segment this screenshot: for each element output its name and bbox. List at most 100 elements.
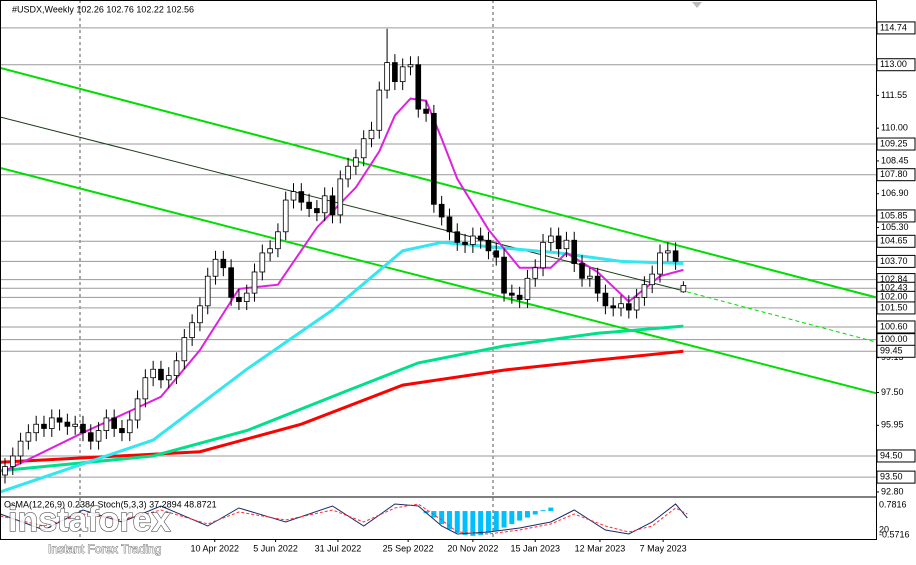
level-label-box xyxy=(876,21,916,35)
level-label-box xyxy=(876,254,916,268)
y-tick-label: 92.80 xyxy=(881,486,904,496)
level-label: 113.00 xyxy=(880,59,907,69)
candle-body xyxy=(368,129,375,140)
osma-bar xyxy=(478,511,484,535)
candle-body xyxy=(236,296,242,302)
candle-body xyxy=(602,292,609,307)
level-label: 107.80 xyxy=(880,169,908,179)
candle-body xyxy=(41,423,47,429)
candle-body xyxy=(267,248,273,254)
candle-body xyxy=(251,271,258,294)
overlay-line xyxy=(0,240,684,494)
level-label: 100.00 xyxy=(880,334,908,344)
candle-body xyxy=(625,303,632,311)
candle-body xyxy=(657,252,663,275)
candle-body xyxy=(220,258,227,269)
candle-body xyxy=(501,256,507,294)
x-tick-label: 12 Mar 2023 xyxy=(575,543,626,553)
candle-body xyxy=(189,322,195,338)
osma-bar xyxy=(439,511,445,525)
candle-body xyxy=(25,432,32,442)
subpanel-axis-label: -0.5716 xyxy=(879,529,910,539)
candle-body xyxy=(204,275,211,307)
candle-body xyxy=(438,203,445,218)
candle-body xyxy=(17,440,24,457)
candle-body xyxy=(290,191,297,201)
level-label-box xyxy=(876,344,916,358)
candle-body xyxy=(80,423,86,434)
candle-body xyxy=(282,199,289,233)
candle-body xyxy=(618,303,624,309)
level-label: 93.50 xyxy=(880,471,903,481)
osma-bar xyxy=(485,511,491,533)
candle-body xyxy=(470,235,476,245)
y-tick-label: 110.00 xyxy=(881,123,908,133)
level-label-box xyxy=(876,320,916,334)
candle-body xyxy=(509,292,515,296)
osma-bar xyxy=(532,511,538,515)
level-label: 105.85 xyxy=(880,210,908,220)
y-tick-label: 105.30 xyxy=(881,222,909,232)
candle-body xyxy=(672,250,679,262)
x-tick-label: 25 Sep 2022 xyxy=(383,543,434,553)
candle-body xyxy=(134,398,141,421)
level-label: 102.43 xyxy=(880,283,908,293)
candle-body xyxy=(173,360,180,377)
candle-body xyxy=(33,423,39,434)
candle-body xyxy=(314,208,320,214)
osma-bar xyxy=(493,511,499,531)
overlay-line xyxy=(0,166,877,395)
candle-body xyxy=(48,417,55,429)
stoch-main xyxy=(0,503,688,535)
candle-body xyxy=(524,277,531,300)
candle-body xyxy=(454,231,461,243)
candle-body xyxy=(587,275,593,279)
x-tick-label: 20 Nov 2022 xyxy=(447,543,498,553)
plot-frame xyxy=(0,0,877,540)
candle-body xyxy=(165,375,172,381)
candle-body xyxy=(610,305,617,309)
watermark-tagline: Instant Forex Trading xyxy=(48,542,161,556)
osma-bar xyxy=(462,511,468,535)
candle-body xyxy=(119,428,125,434)
osma-bar xyxy=(524,511,530,518)
shift-marker xyxy=(692,2,702,8)
level-label-box xyxy=(876,168,916,182)
candle-body xyxy=(579,263,585,279)
candle-body xyxy=(399,66,406,83)
x-tick-label: 15 Jan 2023 xyxy=(510,543,560,553)
candle-body xyxy=(228,267,234,298)
candle-body xyxy=(540,241,546,269)
candle-body xyxy=(633,296,640,311)
level-label-box xyxy=(876,209,916,223)
overlay-line xyxy=(0,349,684,464)
candle-body xyxy=(243,292,250,302)
subpanel-axis-label: 20 xyxy=(879,524,889,534)
x-tick-label: 31 Jul 2022 xyxy=(315,543,362,553)
overlay-line xyxy=(0,66,877,299)
level-label-box xyxy=(876,137,916,151)
candle-body xyxy=(376,89,383,131)
candle-body xyxy=(212,258,219,277)
level-label-box xyxy=(876,58,916,72)
level-label: 102.00 xyxy=(880,292,908,302)
candle-body xyxy=(150,368,156,379)
candle-body xyxy=(392,62,398,83)
candle-body xyxy=(9,455,16,467)
level-label-box xyxy=(876,470,916,484)
level-label: 94.50 xyxy=(880,450,903,460)
candle-body xyxy=(649,273,656,286)
candle-body xyxy=(111,417,117,429)
candle-body xyxy=(87,432,94,442)
osma-bar xyxy=(509,511,515,525)
level-label-box xyxy=(876,449,916,463)
candle-body xyxy=(532,267,539,279)
candle-body xyxy=(407,64,414,68)
osma-bar xyxy=(540,510,546,512)
candle-body xyxy=(423,108,429,114)
candle-body xyxy=(493,250,500,258)
candle-body xyxy=(321,195,328,214)
y-tick-label: 95.95 xyxy=(881,420,904,430)
candle-body xyxy=(353,157,359,167)
